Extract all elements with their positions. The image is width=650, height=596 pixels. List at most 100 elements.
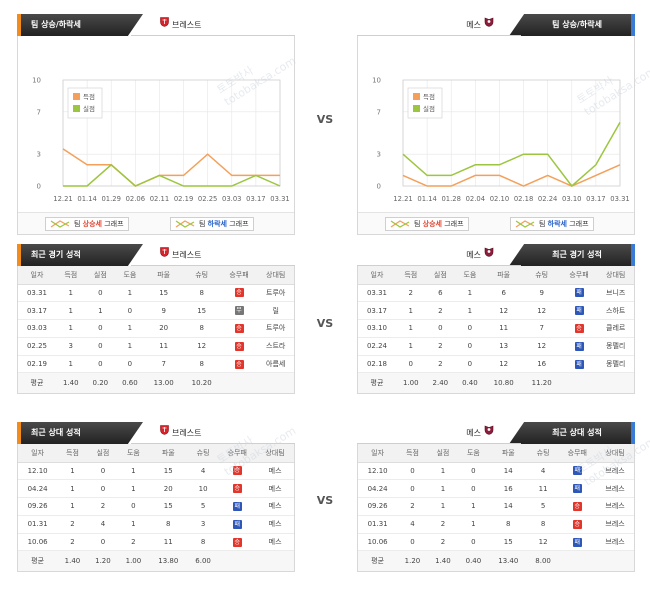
home-h2h-table: 일자 득점 실점 도움 파울 슈팅 승무패 상대팀 12.10 1 0 1 15 4 승 메스 04.24 1 0 1… bbox=[18, 444, 294, 571]
h2h-title: 최근 상대 성적 bbox=[509, 422, 635, 444]
result-badge: 승 bbox=[234, 341, 244, 351]
table-cell: 메스 bbox=[256, 497, 294, 516]
legend-swatch bbox=[413, 93, 420, 100]
average-cell: 6.00 bbox=[187, 550, 219, 571]
series-line-conceded bbox=[402, 122, 621, 188]
table-cell: 7 bbox=[144, 355, 183, 374]
table-cell: 1 bbox=[115, 337, 145, 356]
y-tick-label: 0 bbox=[37, 183, 41, 191]
average-cell: 1.40 bbox=[56, 372, 86, 393]
legend-label: 득점 bbox=[423, 93, 435, 101]
away-descent-graph-button[interactable]: 팀 하락세 그래프 bbox=[510, 217, 594, 231]
metz-crest-icon bbox=[484, 244, 494, 266]
home-trend-chart: 0 3 7 10 12.21 01.14 01.29 02.06 02.11 02.19 02.25… bbox=[17, 36, 295, 235]
table-cell: 0 bbox=[458, 479, 489, 499]
away-trend-panel: 메스 팀 상승/하락세 0 3 7 10 12.21 01.14 01.28 02.04 02.… bbox=[357, 14, 635, 235]
table-cell: 1 bbox=[85, 301, 116, 321]
table-cell: 1 bbox=[115, 319, 145, 338]
column-header: 득점 bbox=[56, 266, 86, 285]
table-cell: 0 bbox=[455, 319, 485, 338]
away-h2h-table: 일자 득점 실점 도움 파울 슈팅 승무패 상대팀 12.10 0 1 0 14 4 패 브레스 04.24 0 1… bbox=[358, 444, 634, 571]
x-tick-label: 01.28 bbox=[441, 195, 460, 203]
x-tick-label: 03.17 bbox=[246, 195, 265, 203]
table-cell: 클레르 bbox=[597, 319, 634, 338]
table-cell: 5 bbox=[527, 497, 559, 516]
table-cell: 4 bbox=[397, 515, 428, 534]
result-badge: 패 bbox=[574, 306, 584, 316]
table-cell: 15 bbox=[148, 497, 188, 516]
table-row: 02.24 1 2 0 13 12 패 몽펠리 bbox=[358, 337, 634, 356]
column-header: 슈팅 bbox=[182, 266, 221, 285]
table-row: 04.24 1 0 1 20 10 승 메스 bbox=[18, 479, 294, 499]
x-tick-label: 03.03 bbox=[222, 195, 241, 203]
table-row: 02.19 1 0 0 7 8 승 아름세 bbox=[18, 355, 294, 374]
table-cell: 1 bbox=[56, 319, 86, 338]
result-badge: 승 bbox=[574, 323, 584, 333]
table-cell: 트루아 bbox=[257, 284, 294, 303]
brest-crest-icon bbox=[160, 422, 169, 444]
column-header: 승무패 bbox=[558, 444, 597, 463]
average-cell: 1.20 bbox=[397, 550, 428, 571]
table-cell: 02.25 bbox=[18, 337, 56, 356]
home-ascent-graph-button[interactable]: 팀 상승세 그래프 bbox=[45, 217, 129, 231]
column-header: 파울 bbox=[488, 444, 528, 463]
result-badge: 승 bbox=[572, 519, 582, 529]
recent-title: 최근 경기 성적 bbox=[17, 244, 143, 266]
away-recent-panel: 메스 최근 경기 성적 일자 득점 실점 도움 파울 슈팅 승무패 상대팀 03.31 2 6 1 6 9… bbox=[357, 244, 635, 394]
table-cell: 1 bbox=[455, 284, 485, 303]
average-cell bbox=[218, 550, 257, 571]
table-cell: 1 bbox=[396, 319, 426, 338]
table-cell: 0 bbox=[87, 533, 119, 552]
column-header: 도움 bbox=[458, 444, 489, 463]
legend-label: 실점 bbox=[83, 104, 95, 113]
table-row: 03.17 1 2 1 12 12 패 스하트 bbox=[358, 301, 634, 321]
average-cell bbox=[257, 372, 294, 393]
average-cell: 0.20 bbox=[85, 372, 116, 393]
average-cell: 평균 bbox=[18, 550, 58, 571]
home-descent-graph-button[interactable]: 팀 하락세 그래프 bbox=[170, 217, 254, 231]
away-trend-svg: 0 3 7 10 12.21 01.14 01.28 02.04 02.10 02.18 02.24… bbox=[372, 77, 630, 204]
x-tick-label: 02.18 bbox=[514, 195, 533, 203]
table-cell: 20 bbox=[148, 479, 188, 499]
brest-crest-icon bbox=[160, 14, 169, 36]
table-cell: 8 bbox=[488, 515, 528, 534]
table-cell: 1 bbox=[57, 462, 88, 481]
average-cell bbox=[596, 550, 634, 571]
table-cell: 03.31 bbox=[18, 284, 56, 303]
table-cell: 0 bbox=[397, 533, 428, 552]
table-cell: 16 bbox=[522, 355, 561, 374]
table-row: 02.18 0 2 0 12 16 패 몽펠리 bbox=[358, 355, 634, 374]
table-cell: 14 bbox=[488, 497, 528, 516]
average-cell bbox=[558, 550, 597, 571]
average-cell: 평균 bbox=[18, 372, 56, 393]
result-badge: 승 bbox=[572, 501, 582, 511]
column-header: 득점 bbox=[396, 266, 426, 285]
table-cell: 03.31 bbox=[358, 284, 396, 303]
x-tick-label: 03.17 bbox=[586, 195, 605, 203]
result-badge: 패 bbox=[232, 519, 242, 529]
home-trend-header: 팀 상승/하락세 브레스트 bbox=[17, 14, 295, 36]
table-cell: 8 bbox=[182, 319, 221, 338]
result-badge: 패 bbox=[572, 484, 582, 494]
table-cell: 스트라 bbox=[257, 337, 294, 356]
table-cell: 2 bbox=[396, 284, 426, 303]
table-row: 12.10 0 1 0 14 4 패 브레스 bbox=[358, 462, 634, 481]
column-header: 도움 bbox=[115, 266, 145, 285]
table-cell: 04.24 bbox=[18, 479, 58, 499]
table-cell: 1 bbox=[427, 479, 459, 499]
x-tick-label: 02.06 bbox=[126, 195, 145, 203]
away-ascent-graph-button[interactable]: 팀 상승세 그래프 bbox=[385, 217, 469, 231]
x-tick-label: 12.21 bbox=[53, 195, 72, 203]
legend-swatch bbox=[73, 105, 80, 112]
column-header: 상대팀 bbox=[597, 266, 634, 285]
series-line-scored bbox=[402, 164, 621, 187]
result-badge: 승 bbox=[234, 323, 244, 333]
table-cell: 2 bbox=[87, 497, 119, 516]
y-tick-label: 7 bbox=[377, 108, 381, 116]
column-header: 승무패 bbox=[220, 266, 258, 285]
column-header: 파울 bbox=[484, 266, 523, 285]
column-header: 일자 bbox=[358, 266, 396, 285]
average-cell: 0.60 bbox=[115, 372, 145, 393]
